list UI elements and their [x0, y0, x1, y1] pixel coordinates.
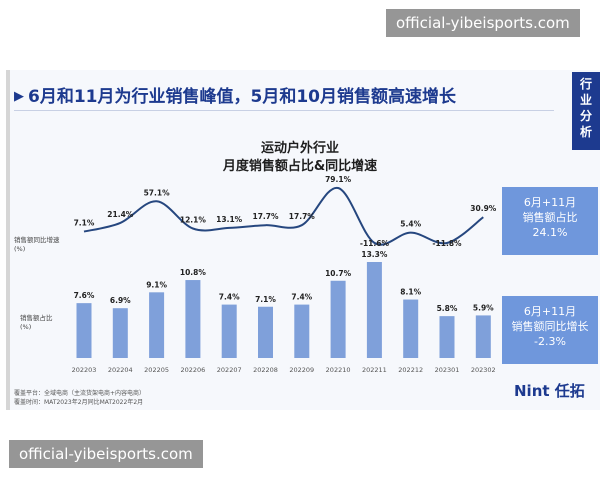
bar-data-label: 13.3%	[361, 250, 388, 259]
bar-202208	[258, 306, 273, 358]
bar-row-label-unit: (%)	[20, 323, 31, 331]
line-data-label: -11.8%	[432, 239, 462, 248]
headline: ▶ 6月和11月为行业销售峰值，5月和10月销售额高速增长	[14, 82, 554, 107]
watermark-top: official-yibeisports.com	[386, 9, 580, 37]
category-label: 202210	[326, 366, 351, 374]
headline-text: 6月和11月为行业销售峰值，5月和10月销售额高速增长	[28, 87, 456, 107]
side-tab-char: 分	[579, 109, 592, 123]
bar-202302	[475, 315, 491, 358]
bar-202301	[439, 316, 455, 358]
nint-logo: Nint 任拓	[514, 380, 585, 401]
bar-data-label: 10.8%	[180, 268, 207, 277]
chart-title: 运动户外行业 月度销售额占比&同比增速	[180, 140, 420, 176]
line-data-label: 17.7%	[252, 212, 279, 221]
category-label: 202209	[289, 366, 314, 374]
category-label: 202206	[180, 366, 205, 374]
chart-title-line1: 运动户外行业	[260, 141, 339, 156]
line-data-label: 57.1%	[144, 188, 171, 197]
bar-data-label: 7.4%	[291, 293, 312, 302]
callout-share-line1: 6月+11月	[523, 196, 577, 209]
line-data-label: 30.9%	[470, 204, 497, 213]
line-row-label-unit: (%)	[14, 245, 25, 253]
bar-data-label: 10.7%	[325, 269, 352, 278]
bar-row-label: 销售额占比	[20, 313, 53, 322]
side-tab-char: 行	[579, 77, 592, 91]
line-data-label: -11.6%	[360, 239, 390, 248]
line-row-label: 销售额同比增速	[14, 235, 60, 244]
bar-data-label: 5.8%	[437, 304, 458, 313]
line-data-label: 79.1%	[325, 175, 352, 184]
callout-share: 6月+11月 销售额占比 24.1%	[502, 187, 598, 255]
bar-202204	[112, 308, 128, 358]
callout-growth-line1: 6月+11月	[523, 305, 577, 318]
industry-analysis-tab: 行 业 分 析	[572, 72, 600, 150]
bar-202207	[221, 304, 237, 358]
line-data-label: 17.7%	[289, 212, 316, 221]
bar-202211	[366, 262, 382, 358]
side-tab-char: 析	[579, 125, 592, 139]
bar-202206	[185, 280, 201, 358]
line-data-label: 12.1%	[180, 216, 207, 225]
callout-growth-line2: 销售额同比增长	[511, 320, 589, 333]
bar-202210	[330, 280, 346, 358]
chart-title-line2: 月度销售额占比&同比增速	[222, 159, 378, 174]
category-label: 202207	[217, 366, 242, 374]
logo-mark: Nint	[514, 382, 550, 400]
watermark-bottom: official-yibeisports.com	[9, 440, 203, 468]
bar-data-label: 5.9%	[473, 303, 494, 312]
bar-data-label: 8.1%	[400, 288, 421, 297]
bar-data-label: 7.4%	[219, 293, 240, 302]
callout-share-line2: 销售额占比	[522, 211, 578, 224]
line-data-label: 7.1%	[74, 219, 95, 228]
category-label: 202204	[108, 366, 133, 374]
category-label: 202211	[362, 366, 387, 374]
logo-cn: 任拓	[554, 382, 585, 400]
callout-growth-value: -2.3%	[534, 335, 566, 348]
bar-data-label: 9.1%	[146, 280, 167, 289]
bar-data-label: 7.1%	[255, 295, 276, 304]
side-tab-char: 业	[579, 93, 592, 107]
category-label: 202203	[72, 366, 97, 374]
bar-data-label: 6.9%	[110, 296, 131, 305]
bar-202203	[76, 303, 92, 358]
play-arrow-icon: ▶	[14, 89, 24, 104]
growth-line	[83, 186, 484, 246]
category-label: 202302	[471, 366, 496, 374]
category-label: 202212	[398, 366, 423, 374]
bar-202212	[403, 299, 419, 358]
callout-growth: 6月+11月 销售额同比增长 -2.3%	[502, 296, 598, 364]
line-data-label: 13.1%	[216, 215, 243, 224]
bar-data-label: 7.6%	[74, 291, 95, 300]
footnote-platform: 覆盖平台：全域电商（主流货架电商+内容电商）	[14, 390, 146, 397]
bar-202205	[149, 292, 165, 358]
category-label: 202205	[144, 366, 169, 374]
title-divider	[14, 110, 554, 111]
footnote-period: 覆盖时间：MAT2023年2月同比MAT2022年2月	[14, 399, 144, 406]
line-data-label: 5.4%	[400, 220, 421, 229]
bar-202209	[294, 304, 310, 358]
category-label: 202301	[435, 366, 460, 374]
category-label: 202208	[253, 366, 278, 374]
line-data-label: 21.4%	[107, 210, 134, 219]
callout-share-value: 24.1%	[532, 226, 568, 239]
